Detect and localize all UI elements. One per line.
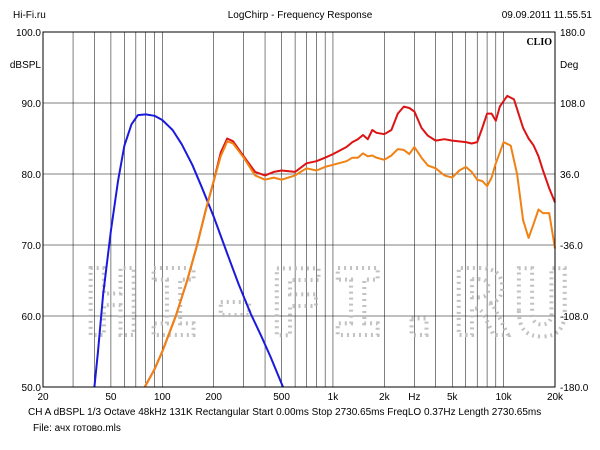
y-tick-label: 60.0 bbox=[22, 312, 42, 323]
plot-frame bbox=[42, 31, 556, 388]
header-timestamp: 09.09.2011 11.55.51 bbox=[501, 10, 592, 21]
brand-label: CLIO bbox=[526, 37, 552, 48]
x-tick-label: 2k bbox=[379, 392, 391, 403]
header-site-label: Hi-Fi.ru bbox=[13, 10, 46, 21]
y-axis-label: dBSPL bbox=[10, 60, 42, 71]
y-tick-label: 100.0 bbox=[16, 28, 41, 39]
x-tick-label: 100 bbox=[154, 392, 171, 403]
x-tick-label: 20k bbox=[547, 392, 564, 403]
x-tick-label: 1k bbox=[328, 392, 340, 403]
y2-tick-label: -36.0 bbox=[560, 241, 583, 252]
y2-tick-label: 108.0 bbox=[560, 99, 585, 110]
y2-tick-label: 36.0 bbox=[560, 170, 580, 181]
chart-title: LogChirp - Frequency Response bbox=[227, 10, 373, 21]
y2-tick-label: -108.0 bbox=[560, 312, 589, 323]
y2-tick-label: 180.0 bbox=[560, 28, 585, 39]
data-series bbox=[93, 94, 556, 388]
y-tick-label: 50.0 bbox=[22, 383, 42, 394]
measurement-settings: CH A dBSPL 1/3 Octave 48kHz 131K Rectang… bbox=[28, 407, 542, 418]
series-line-1 bbox=[93, 113, 284, 388]
series-line-2 bbox=[143, 94, 556, 388]
x-tick-label: 200 bbox=[205, 392, 222, 403]
x-tick-label: 20 bbox=[37, 392, 49, 403]
y-tick-label: 90.0 bbox=[22, 99, 42, 110]
grid-lines bbox=[43, 31, 555, 388]
file-name: File: ачх готово.mls bbox=[33, 423, 121, 434]
x-tick-label: 500 bbox=[273, 392, 290, 403]
y2-axis-label: Deg bbox=[560, 60, 578, 71]
axis-labels: 100.0 90.0 80.0 70.0 60.0 50.0 180.0 108.0 36.0 -… bbox=[10, 28, 589, 403]
watermark: HI-FI.RU bbox=[82, 248, 575, 359]
series-line-3 bbox=[143, 140, 556, 388]
y-tick-label: 80.0 bbox=[22, 170, 42, 181]
y-tick-label: 70.0 bbox=[22, 241, 42, 252]
watermark-text: HI-FI.RU bbox=[84, 250, 575, 357]
y2-tick-label: -180.0 bbox=[560, 383, 589, 394]
x-tick-label: 5k bbox=[447, 392, 459, 403]
x-tick-label: 10k bbox=[496, 392, 513, 403]
x-axis-label: Hz bbox=[408, 392, 420, 403]
x-tick-label: 50 bbox=[105, 392, 117, 403]
